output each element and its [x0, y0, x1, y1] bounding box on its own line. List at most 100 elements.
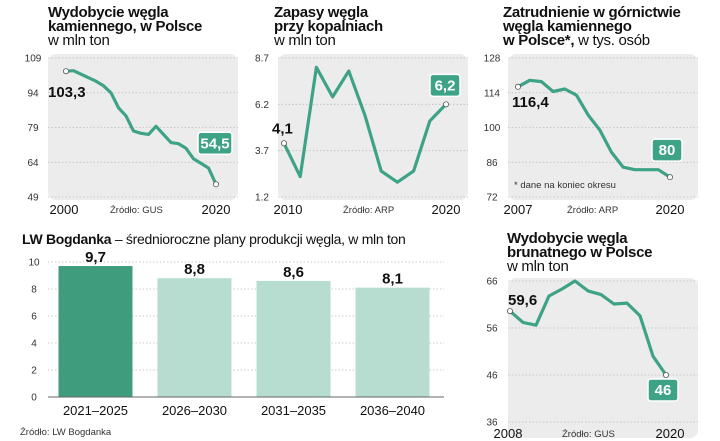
coal-start-point: [63, 68, 70, 75]
title-coal: Wydobycie węgla kamiennego, w Polsce w m…: [48, 4, 203, 49]
chart-coal: 109 94 79 64 49 103,3 54,5 2000 2020 Źródło: GUS: [25, 54, 238, 217]
stocks-plot-bg: [278, 54, 468, 200]
bogdanka-ytick: 6: [31, 312, 37, 323]
lignite-x-end: 2020: [656, 426, 685, 441]
title-stocks-line1: Zapasy węgla: [274, 4, 368, 21]
coal-x-end: 2020: [202, 202, 231, 217]
title-employment-line1: Zatrudnienie w górnictwie: [503, 4, 681, 21]
coal-end-label: 54,5: [200, 135, 229, 152]
stocks-series-line: [282, 65, 448, 184]
stocks-x-start: 2010: [274, 202, 303, 217]
lignite-start-label: 59,6: [508, 292, 537, 309]
coal-ytick: 79: [27, 123, 39, 134]
employment-ytick: 86: [486, 158, 498, 169]
bogdanka-value-label: 8,6: [283, 264, 304, 281]
bogdanka-bar: [256, 280, 331, 397]
coal-end-badge: [197, 131, 233, 156]
stocks-end-point: [442, 101, 449, 108]
coal-plot-bg: [48, 54, 238, 200]
title-lignite-line1: Wydobycie węgla: [507, 230, 628, 247]
lignite-source: Źródło: GUS: [562, 429, 615, 440]
lignite-start-point: [507, 308, 514, 315]
employment-start-point: [515, 83, 522, 90]
chart-stocks: 8.7 6.2 3.7 1.2 4,1 6,2 2010 2020 Źródło: ARP: [255, 54, 468, 217]
employment-x-end: 2020: [656, 202, 685, 217]
employment-ytick: 114: [484, 88, 500, 99]
employment-note: * dane na koniec okresu: [514, 180, 616, 191]
coal-series-line: [64, 69, 218, 186]
coal-ytick: 109: [25, 54, 42, 65]
title-stocks: Zapasy węgla przy kopalniach w mln ton: [274, 4, 383, 49]
title-stocks-line2: przy kopalniach: [274, 18, 383, 35]
lignite-ytick: 46: [486, 371, 498, 382]
title-bogdanka: LW Bogdanka – średnioroczne plany produk…: [22, 232, 406, 246]
unit-lignite: w mln ton: [507, 258, 569, 275]
bogdanka-ytick: 4: [31, 339, 37, 350]
stocks-start-point: [281, 140, 288, 147]
title-bogdanka-bold: LW Bogdanka: [22, 231, 112, 247]
title-employment-line3: w Polsce*,: [503, 32, 575, 49]
coal-start-label: 103,3: [48, 84, 86, 101]
lignite-ytick: 56: [486, 324, 498, 335]
bogdanka-ytick: 2: [31, 366, 37, 377]
unit-stocks: w mln ton: [274, 32, 336, 49]
lignite-ytick: 66: [486, 277, 498, 288]
stocks-end-badge: [429, 73, 461, 98]
coal-end-point: [212, 181, 219, 188]
chart-lignite: 66 56 46 36 59,6 46 2008 2020 Źródło: GUS: [486, 277, 698, 441]
lignite-end-badge: [647, 378, 679, 402]
employment-start-label: 116,4: [512, 94, 549, 111]
bogdanka-ytick: 10: [28, 258, 40, 269]
chart-bogdanka: 10 8 6 4 2 0 9,7 2021–2025 8,8 2026–2030 8,6 2031–2…: [20, 249, 444, 438]
lignite-end-label: 46: [655, 382, 672, 399]
bogdanka-bar: [157, 278, 232, 397]
bogdanka-ytick: 8: [31, 285, 37, 296]
coal-ytick: 49: [27, 193, 39, 204]
coal-x-start: 2000: [50, 202, 79, 217]
coal-ytick: 64: [27, 158, 39, 169]
employment-end-point: [666, 174, 673, 181]
title-lignite-line2: brunatnego w Polsce: [507, 244, 653, 261]
coal-ytick: 94: [27, 88, 39, 99]
bogdanka-category-label: 2021–2025: [63, 403, 128, 418]
stocks-x-end: 2020: [432, 202, 461, 217]
title-coal-line2: kamiennego, w Polsce: [48, 18, 203, 35]
stocks-ytick: 3.7: [255, 146, 269, 157]
bogdanka-value-label: 8,1: [382, 271, 403, 288]
employment-source: Źródło: ARP: [567, 205, 618, 216]
lignite-series-line: [508, 279, 668, 377]
bogdanka-category-label: 2026–2030: [162, 403, 227, 418]
employment-end-label: 80: [659, 142, 676, 159]
title-bogdanka-rest: – średnioroczne plany produkcji węgla, w…: [111, 231, 406, 247]
employment-end-badge: [651, 138, 683, 162]
stocks-ytick: 6.2: [255, 100, 269, 111]
title-coal-line1: Wydobycie węgla: [48, 4, 169, 21]
bogdanka-ytick: 0: [31, 393, 37, 404]
stocks-source: Źródło: ARP: [343, 205, 394, 216]
bogdanka-category-label: 2031–2035: [261, 403, 326, 418]
employment-ytick: 100: [484, 123, 501, 134]
employment-series-line: [516, 78, 672, 179]
unit-coal: w mln ton: [48, 32, 110, 49]
title-employment-line2: węgla kamiennego: [503, 18, 632, 35]
bogdanka-category-label: 2036–2040: [360, 403, 425, 418]
employment-ytick: 128: [484, 54, 501, 65]
employment-x-start: 2007: [504, 202, 533, 217]
coal-source: Źródło: GUS: [110, 205, 163, 216]
lignite-x-start: 2008: [494, 426, 523, 441]
bogdanka-value-label: 8,8: [184, 261, 205, 278]
employment-ytick: 72: [486, 193, 498, 204]
stocks-ytick: 8.7: [255, 54, 269, 65]
chart-employment: 128 114 100 86 72 116,4 80 2007 2020 Źródło: ARP *…: [484, 54, 698, 217]
title-employment: Zatrudnienie w górnictwie węgla kamienne…: [503, 4, 681, 49]
stocks-start-label: 4,1: [272, 120, 293, 137]
stocks-ytick: 1.2: [255, 193, 269, 204]
bogdanka-bar: [58, 266, 133, 397]
unit-employment: w tys. osób: [578, 32, 650, 49]
lignite-ytick: 36: [486, 418, 498, 429]
bogdanka-source: Źródło: LW Bogdanka: [20, 427, 112, 438]
stocks-end-label: 6,2: [435, 77, 456, 94]
bogdanka-value-label: 9,7: [85, 249, 106, 266]
bogdanka-bar: [355, 287, 430, 397]
title-lignite: Wydobycie węgla brunatnego w Polsce w ml…: [507, 230, 653, 275]
